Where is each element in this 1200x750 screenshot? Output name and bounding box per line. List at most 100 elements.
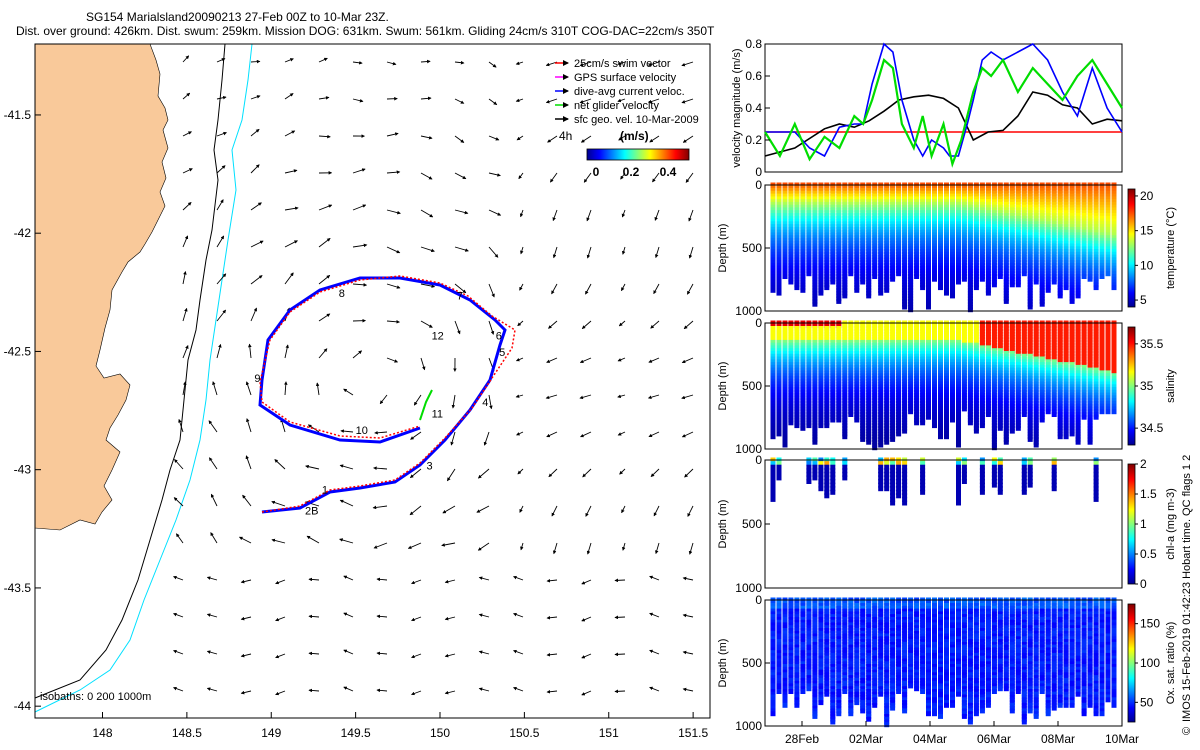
profile-sample [1075,406,1081,412]
profile-sample [896,232,902,238]
profile-sample [890,389,896,395]
profile-sample [1057,224,1063,230]
profile-sample [902,395,908,401]
sfc-vector-arrow [488,135,500,141]
profile-sample [950,337,955,343]
profile-sample [1015,215,1021,221]
profile-sample [961,260,967,266]
sfc-vector-arrow [318,238,331,248]
profile-sample [836,409,842,415]
profile-sample [944,274,949,279]
profile-sample [1027,353,1033,359]
profile-sample [920,260,926,266]
profile-sample [854,400,860,406]
profile-sample [812,296,818,302]
profile-sample [836,207,842,213]
profile-sample [818,196,824,202]
profile-sample [961,262,967,268]
profile-sample [842,229,848,235]
profile-sample [878,237,884,243]
profile-sample [824,193,830,199]
profile-sample [800,398,806,404]
profile-sample [800,412,806,417]
profile-sample [1075,392,1081,398]
profile-sample [944,392,949,398]
profile-sample [806,243,812,249]
profile-sample [866,362,872,368]
profile-sample [973,409,979,415]
profile-sample [1039,414,1045,420]
profile-sample [1003,423,1009,429]
profile-sample [938,428,943,434]
profile-sample [967,271,973,277]
profile-sample [985,201,991,207]
profile-sample [979,392,985,398]
profile-sample [848,339,854,345]
profile-sample [908,389,914,395]
profile-sample [1009,384,1015,390]
profile-sample [908,381,914,387]
profile-sample [812,389,818,395]
profile-sample [902,375,908,381]
profile-sample [1111,279,1117,285]
profile-sample [1009,364,1015,370]
profile-sample [1105,337,1111,343]
profile-sample [1015,334,1021,340]
profile-sample [770,204,776,210]
profile-sample [985,251,991,257]
profile-sample [800,406,806,412]
profile-sample [902,221,908,227]
sfc-vector-arrow [545,394,558,400]
profile-sample [956,268,961,274]
profile-sample [824,486,830,492]
profile-sample [878,251,884,257]
profile-sample [1057,201,1063,207]
profile-sample [818,398,824,404]
profile-sample [1093,262,1099,268]
profile-sample [770,425,776,431]
profile-sample [1075,339,1081,345]
profile-sample [920,265,926,271]
sfc-vector-arrow [454,320,461,335]
profile-sample [1015,276,1021,282]
profile-sample [854,389,860,395]
profile-sample [1105,237,1111,243]
profile-sample [866,204,872,210]
profile-sample [1111,274,1117,279]
profile-sample [788,389,794,395]
profile-sample [782,403,788,409]
profile-sample [776,392,782,398]
profile-sample [812,285,818,291]
profile-sample [920,190,926,196]
profile-sample [926,345,931,351]
profile-sample [1033,246,1039,252]
profile-sample [1021,235,1027,241]
profile-sample [782,375,788,381]
profile-sample [967,249,973,254]
profile-sample [890,201,896,207]
profile-sample [944,201,949,207]
profile-sample [1003,232,1009,238]
profile-sample [788,392,794,398]
profile-sample [979,345,985,351]
profile-sample [1015,375,1021,381]
profile-sample [944,400,949,406]
sfc-vector-arrow [648,98,660,104]
sfc-vector-arrow [550,172,558,183]
profile-sample [800,235,806,241]
profile-sample [1015,373,1021,379]
profile-sample [973,243,979,249]
sfc-vector-arrow [515,357,524,362]
sfc-vector-arrow [517,468,524,475]
profile-sample [1057,362,1063,368]
profile-sample [1069,337,1075,343]
profile-sample [1069,274,1075,279]
profile-sample [902,326,908,331]
profile-sample [866,190,872,196]
profile-sample [1039,193,1045,199]
profile-sample [902,348,908,354]
profile-sample [950,243,955,249]
profile-sample [1045,201,1051,207]
profile-sample [836,387,842,392]
profile-sample [770,323,776,329]
